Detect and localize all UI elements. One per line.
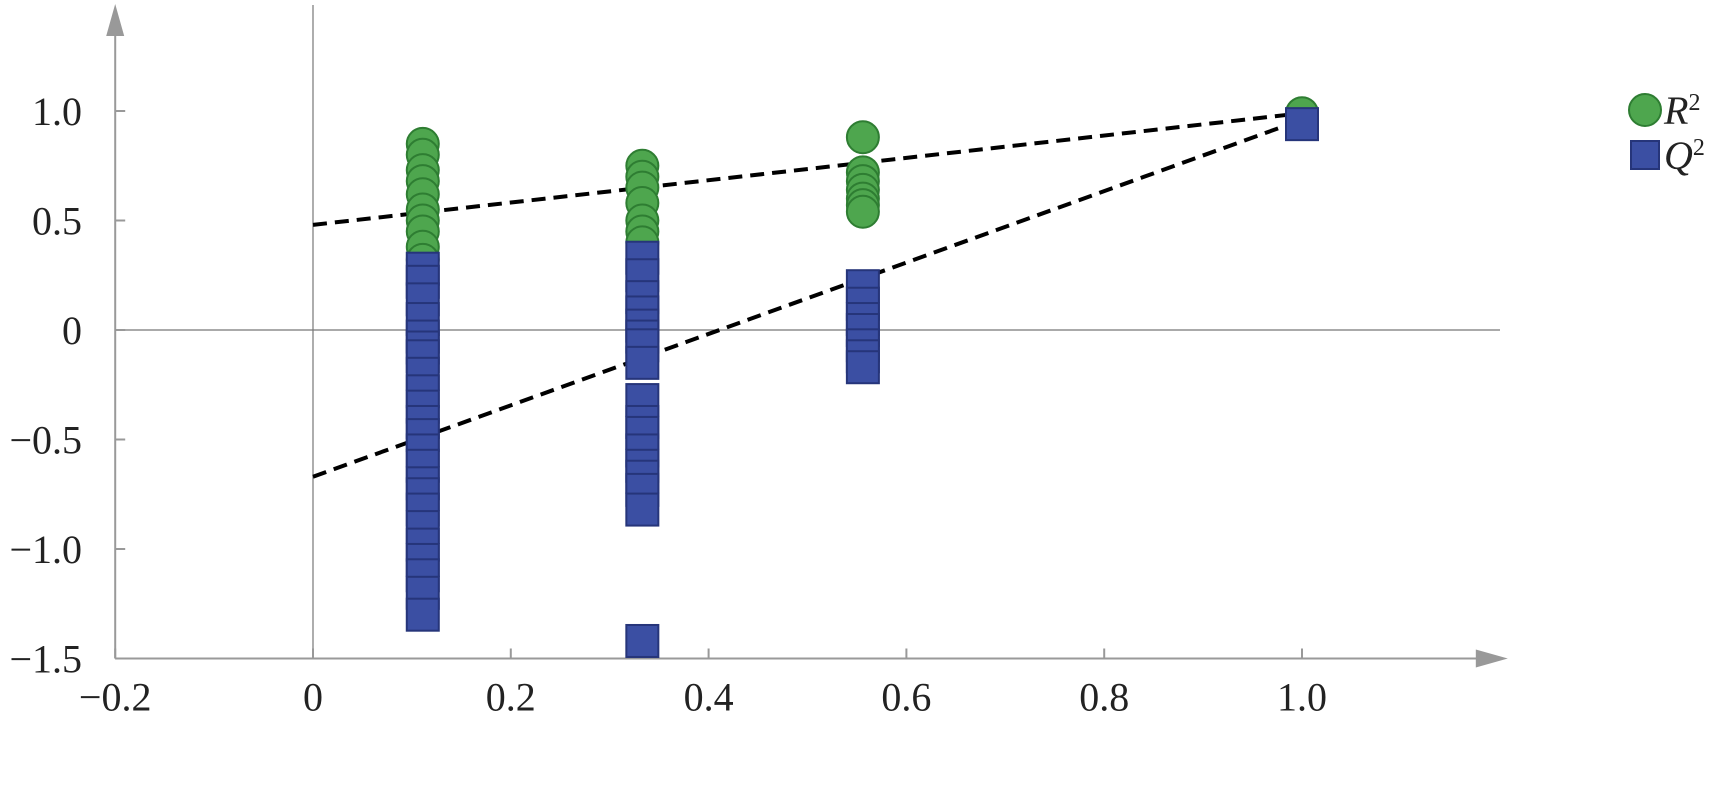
y-tick-label: 0.5 <box>32 199 82 244</box>
q2-point <box>625 345 660 380</box>
y-tick-label: 1.0 <box>32 89 82 134</box>
y-axis-arrow-icon <box>106 4 125 36</box>
legend-superscript: 2 <box>1693 135 1705 161</box>
legend-letter: Q <box>1664 133 1693 178</box>
y-tick-label: −1.5 <box>9 637 82 682</box>
data-points <box>405 96 1319 658</box>
q2-point <box>845 350 880 385</box>
y-tick-label: −1.0 <box>9 527 82 572</box>
fit-lines <box>312 111 1303 479</box>
y-tick-label: 0 <box>62 308 82 353</box>
x-tick-label: 0.2 <box>486 675 536 720</box>
legend-superscript: 2 <box>1688 90 1700 116</box>
y-tick-label: −0.5 <box>9 418 82 463</box>
legend-q2-square-icon <box>1630 140 1660 170</box>
x-axis-arrow-icon <box>1475 649 1508 668</box>
x-tick-label: 1.0 <box>1277 675 1327 720</box>
legend-label-q2: Q2 <box>1664 133 1705 178</box>
legend-letter: R <box>1663 88 1688 133</box>
q2-point <box>1285 107 1319 142</box>
x-tick-label: 0.4 <box>684 675 734 720</box>
q2-point <box>625 623 660 658</box>
x-tick-label: 0 <box>303 675 323 720</box>
x-tick-label: −0.2 <box>79 675 152 720</box>
axes: −0.2 0 0.2 0.4 0.6 0.8 1.0 1.0 0.5 0 −0.5 −1.0 −1.5 <box>9 4 1508 720</box>
x-tick-label: 0.8 <box>1079 675 1129 720</box>
legend-label-r2: R2 <box>1663 88 1700 133</box>
q2-point <box>405 597 440 632</box>
x-tick-label: 0.6 <box>881 675 931 720</box>
q2-fit-line <box>312 117 1303 479</box>
r2-point <box>845 194 880 229</box>
q2-point <box>625 492 660 527</box>
r2-fit-line <box>312 111 1303 227</box>
legend-r2-circle-icon <box>1628 93 1662 127</box>
r2-point <box>845 120 880 155</box>
